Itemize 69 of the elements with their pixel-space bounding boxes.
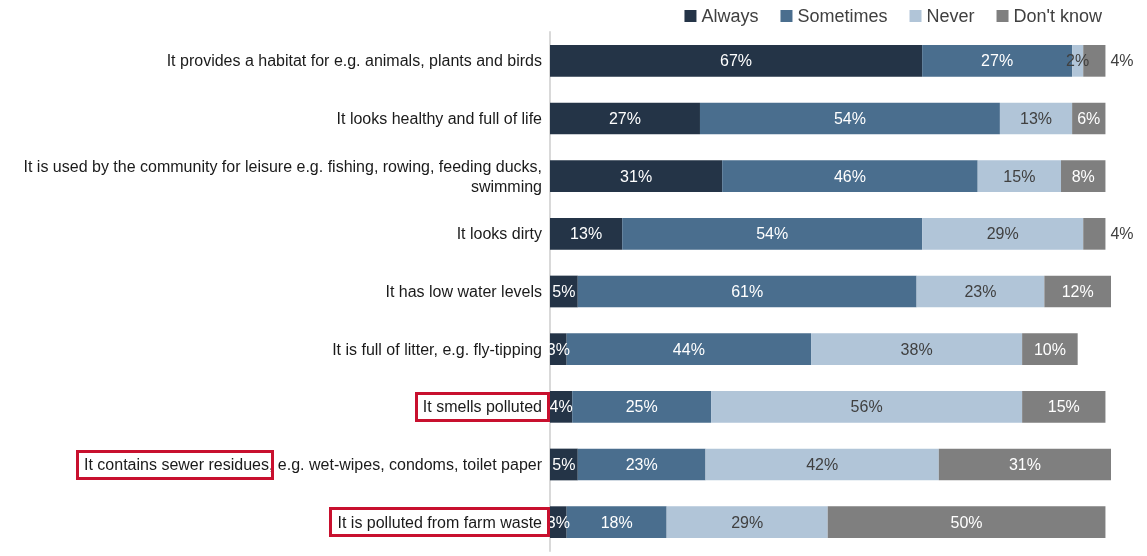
data-label: 2% [1066, 52, 1090, 70]
bar [977, 160, 1062, 193]
data-label: 42% [806, 456, 839, 473]
data-label: 8% [1071, 167, 1095, 185]
bar [550, 44, 923, 77]
data-label: 56% [850, 398, 883, 416]
bar [577, 448, 706, 481]
data-label: 13% [1020, 110, 1053, 127]
data-label: 46% [833, 167, 866, 185]
bar [550, 217, 623, 250]
data-label: 31% [620, 167, 653, 185]
data-label: 6% [1077, 110, 1101, 127]
bar [577, 275, 917, 308]
bar [1022, 333, 1078, 366]
data-label: 18% [600, 513, 633, 531]
data-label: 54% [833, 110, 866, 127]
bar [622, 217, 923, 250]
data-label: 27% [608, 110, 641, 127]
y-tick-label: It is polluted from farm waste [337, 513, 543, 531]
data-label: 15% [1003, 167, 1036, 185]
data-label: 4% [549, 398, 573, 416]
bar [1083, 217, 1106, 250]
data-label: 10% [1033, 340, 1066, 358]
legend-label: Always [701, 6, 759, 26]
data-label: 61% [731, 283, 764, 300]
data-label: 29% [731, 513, 764, 531]
legend-label: Sometimes [797, 6, 888, 26]
data-label: 13% [570, 225, 603, 243]
data-label: 31% [1008, 456, 1041, 473]
bar [811, 333, 1023, 366]
y-tick-label: It is full of litter, e.g. fly-tipping [332, 340, 542, 358]
bar [666, 506, 828, 539]
bar [1022, 390, 1106, 423]
bar [705, 448, 939, 481]
bar [711, 390, 1023, 423]
data-label: 27% [981, 52, 1014, 70]
data-label: 44% [672, 340, 705, 358]
bar [550, 102, 700, 135]
data-label: 23% [625, 456, 658, 473]
data-label: 12% [1061, 283, 1094, 300]
data-label: 67% [720, 52, 753, 70]
data-label: 23% [964, 283, 997, 300]
y-tick-label: It contains sewer residues, e.g. wet-wipes, condoms, toilet paper [84, 456, 543, 473]
y-tick-label: It looks healthy and full of life [336, 110, 543, 127]
data-label: 4% [1110, 225, 1134, 243]
bar [550, 160, 723, 193]
data-label: 25% [625, 398, 658, 416]
bar [827, 506, 1106, 539]
data-label: 29% [986, 225, 1019, 243]
y-tick-label: It has low water levels [385, 283, 542, 300]
y-tick-label: It provides a habitat for e.g. animals, plants and birds [166, 52, 542, 70]
bar [938, 448, 1111, 481]
data-label: 38% [900, 340, 933, 358]
data-label: 5% [552, 456, 576, 473]
bar [722, 160, 978, 193]
bar [916, 275, 1045, 308]
data-label: 5% [552, 283, 576, 300]
bar [699, 102, 1000, 135]
bar [922, 217, 1084, 250]
bar [572, 390, 712, 423]
legend-label: Don't know [1013, 6, 1103, 26]
y-tick-label: It looks dirty [456, 225, 542, 243]
data-label: 54% [756, 225, 789, 243]
legend-label: Never [926, 6, 975, 26]
data-label: 4% [1110, 52, 1134, 70]
data-label: 50% [950, 513, 983, 531]
y-tick-label: It is used by the community for leisure e.g. fishing, rowing, feeding ducks, swimming [23, 157, 542, 195]
data-label: 15% [1047, 398, 1080, 416]
y-tick-label: It smells polluted [422, 398, 542, 416]
